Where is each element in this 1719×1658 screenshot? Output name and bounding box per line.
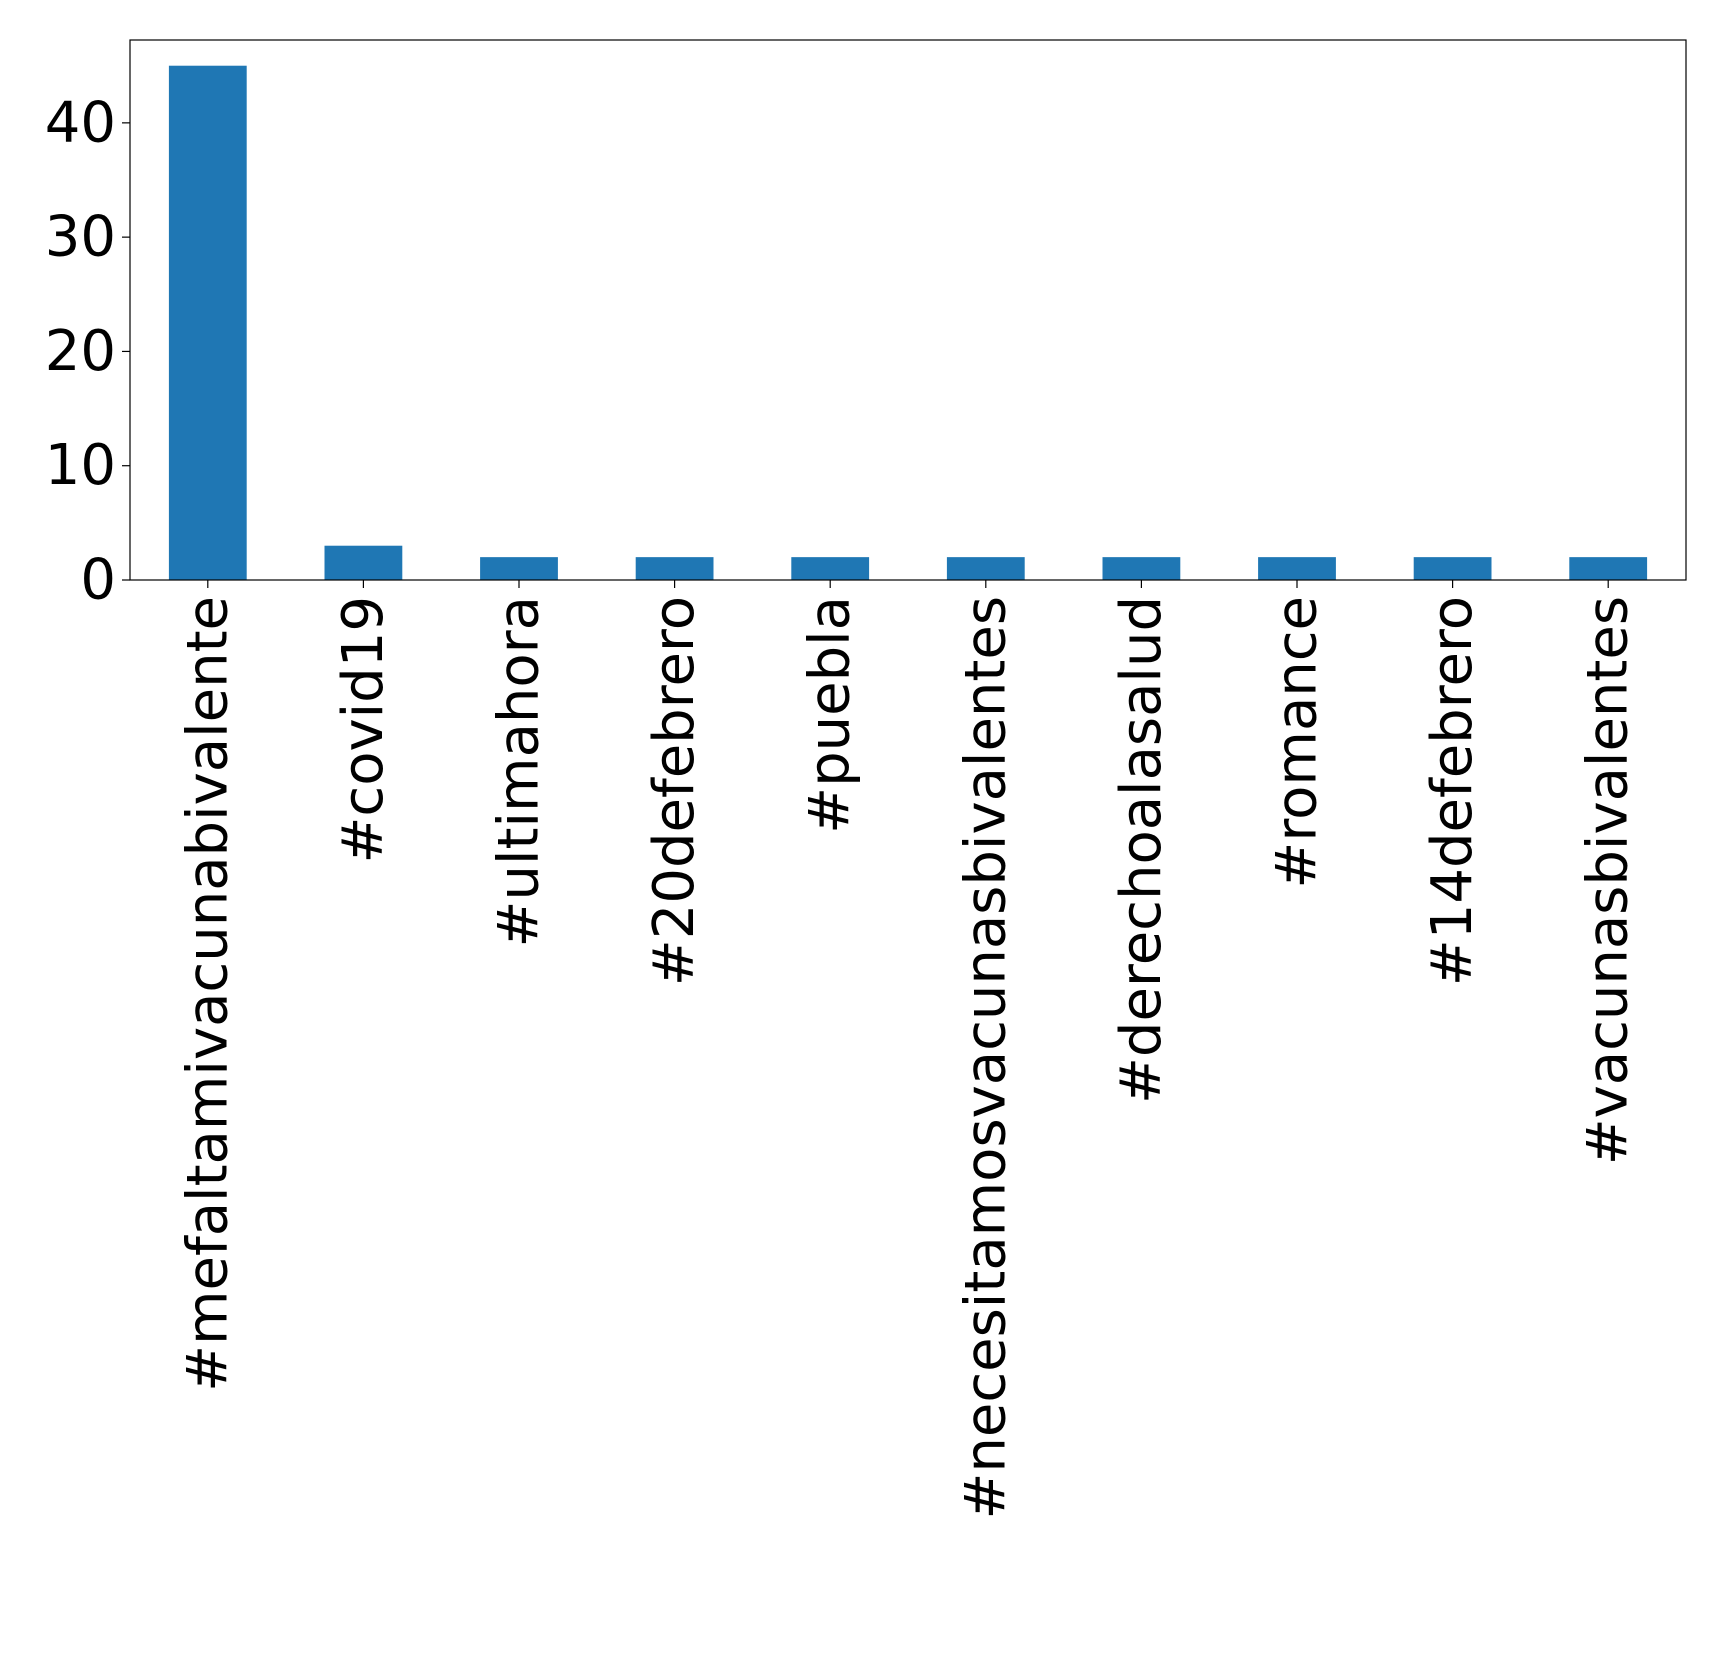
y-tick-label: 0 bbox=[80, 548, 116, 613]
y-axis: 0 10 20 30 40 bbox=[45, 90, 130, 613]
bar bbox=[946, 557, 1025, 580]
y-tick-label: 10 bbox=[45, 433, 116, 498]
x-tick-label: #covid19 bbox=[331, 596, 396, 863]
bar bbox=[791, 557, 870, 580]
x-tick-label: #necesitamosvacunasbivalentes bbox=[953, 596, 1018, 1519]
bar bbox=[480, 557, 558, 580]
bar bbox=[1258, 557, 1336, 580]
y-tick-label: 30 bbox=[45, 205, 116, 270]
bar bbox=[1413, 557, 1492, 580]
bar bbox=[168, 65, 247, 580]
x-tick-label: #ultimahora bbox=[487, 596, 552, 947]
x-axis: #mefaltamivacunabivalente #covid19 #ultima… bbox=[175, 580, 1641, 1519]
x-tick-label: #20defebrero bbox=[642, 596, 707, 986]
x-tick-label: #romance bbox=[1265, 596, 1330, 889]
bar bbox=[324, 545, 403, 580]
bar bbox=[1569, 557, 1648, 580]
x-tick-label: #puebla bbox=[798, 596, 863, 834]
y-tick-label: 40 bbox=[45, 90, 116, 155]
plot-frame bbox=[129, 39, 1687, 581]
x-tick-label: #14defebrero bbox=[1420, 596, 1485, 986]
bars-group bbox=[168, 65, 1648, 580]
x-tick-label: #derechoalasalud bbox=[1109, 596, 1174, 1104]
bar bbox=[1102, 557, 1181, 580]
x-tick-label: #mefaltamivacunabivalente bbox=[175, 596, 240, 1392]
x-tick-label: #vacunasbivalentes bbox=[1576, 596, 1641, 1165]
y-tick-label: 20 bbox=[45, 319, 116, 384]
bar bbox=[635, 557, 714, 580]
